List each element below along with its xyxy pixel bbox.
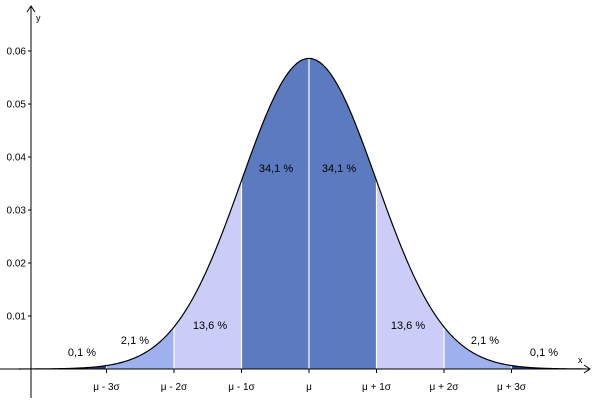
x-tick-label: μ + 2σ: [430, 382, 460, 393]
x-tick-label: μ: [306, 382, 312, 393]
percent-label: 13,6 %: [193, 320, 227, 332]
x-axis-ticks: μ - 3σ μ - 2σ μ - 1σ μ μ + 1σ μ + 2σ μ + 3σ: [93, 369, 527, 393]
y-tick-label: 0.03: [7, 206, 27, 217]
y-axis-arrow-icon: [26, 5, 36, 13]
percent-label: 2,1 %: [121, 335, 149, 347]
percent-labels: 0,1 % 2,1 % 13,6 % 34,1 % 34,1 % 13,6 % 2,1 % 0…: [68, 163, 558, 359]
percent-label: 34,1 %: [322, 163, 356, 175]
y-tick-label: 0.04: [7, 153, 27, 164]
y-tick-label: 0.02: [7, 259, 27, 270]
sigma-dividers: [105, 58, 513, 369]
y-axis-ticks: 0.01 0.02 0.03 0.04 0.05 0.06: [7, 47, 31, 323]
y-tick-label: 0.06: [7, 47, 27, 58]
region-4: [241, 58, 309, 370]
percent-label: 0,1 %: [68, 347, 96, 359]
percent-label: 2,1 %: [471, 335, 499, 347]
percent-label: 0,1 %: [530, 347, 558, 359]
y-tick-label: 0.05: [7, 100, 27, 111]
percent-label: 34,1 %: [259, 163, 293, 175]
x-axis-arrow-icon: [583, 364, 591, 374]
x-tick-label: μ - 3σ: [93, 382, 120, 393]
region-2: [106, 326, 174, 369]
percent-label: 13,6 %: [391, 320, 425, 332]
axes: x y: [0, 5, 591, 398]
probability-regions: [18, 58, 586, 370]
y-axis-label: y: [36, 13, 41, 23]
density-curve: [18, 57, 586, 370]
y-tick-label: 0.01: [7, 312, 27, 323]
x-tick-label: μ + 3σ: [497, 382, 527, 393]
x-axis-label: x: [578, 355, 583, 365]
x-tick-label: μ - 1σ: [228, 382, 255, 393]
region-7: [444, 326, 512, 369]
region-5: [309, 58, 377, 370]
x-tick-label: μ - 2σ: [161, 382, 188, 393]
x-tick-label: μ + 1σ: [362, 382, 392, 393]
